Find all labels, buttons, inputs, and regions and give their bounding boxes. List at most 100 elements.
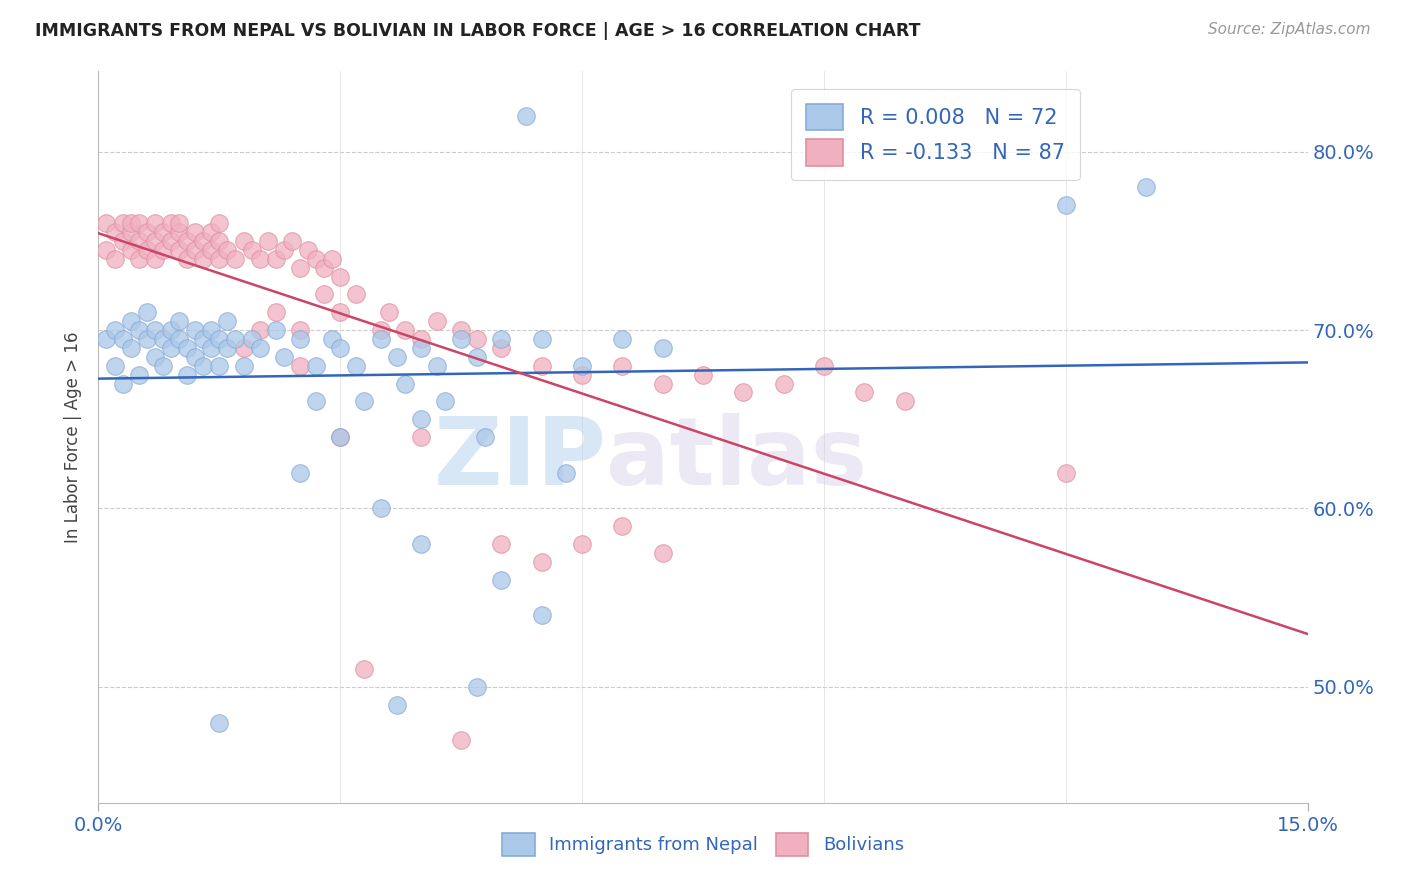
Point [160,341,183,355]
Point [450,332,472,346]
Point [370,323,392,337]
Point [152,225,174,239]
Point [772,376,794,391]
Point [329,430,352,444]
Point [160,323,183,337]
Point [321,332,343,346]
Point [651,341,673,355]
Point [370,501,392,516]
Point [152,243,174,257]
Point [208,359,231,373]
Point [167,225,190,239]
Point [176,234,198,248]
Point [329,269,352,284]
Point [96,332,118,346]
Point [184,225,207,239]
Point [409,332,432,346]
Point [288,332,311,346]
Point [394,376,416,391]
Point [184,350,207,364]
Point [135,305,157,319]
Point [103,225,125,239]
Point [217,341,239,355]
Point [409,537,432,551]
Point [530,359,553,373]
Point [111,376,134,391]
Point [256,234,278,248]
Point [143,323,166,337]
Point [193,234,215,248]
Point [217,314,239,328]
Point [288,466,311,480]
Point [120,341,142,355]
Point [651,546,673,560]
Point [240,243,263,257]
Point [450,733,472,747]
Point [160,216,183,230]
Point [111,332,134,346]
Point [288,359,311,373]
Point [465,332,488,346]
Point [571,537,593,551]
Y-axis label: In Labor Force | Age > 16: In Labor Force | Age > 16 [65,331,83,543]
Point [193,252,215,266]
Point [103,323,125,337]
Point [491,341,513,355]
Point [370,332,392,346]
Point [344,287,367,301]
Point [491,537,513,551]
Point [249,252,271,266]
Point [264,305,287,319]
Point [143,216,166,230]
Point [232,359,254,373]
Point [530,332,553,346]
Point [167,243,190,257]
Point [1054,466,1077,480]
Point [184,323,207,337]
Point [193,359,215,373]
Point [491,573,513,587]
Point [612,359,634,373]
Point [200,341,222,355]
Point [167,332,190,346]
Point [232,234,254,248]
Point [103,252,125,266]
Point [208,216,231,230]
Point [465,350,488,364]
Point [120,225,142,239]
Point [394,323,416,337]
Point [143,350,166,364]
Point [612,332,634,346]
Point [240,332,263,346]
Point [249,323,271,337]
Point [96,216,118,230]
Text: Source: ZipAtlas.com: Source: ZipAtlas.com [1208,22,1371,37]
Point [217,243,239,257]
Point [314,287,336,301]
Point [612,519,634,533]
Point [692,368,714,382]
Point [200,225,222,239]
Point [128,368,150,382]
Point [208,234,231,248]
Point [224,332,246,346]
Point [193,332,215,346]
Point [264,252,287,266]
Point [353,394,375,409]
Point [152,332,174,346]
Point [329,341,352,355]
Point [224,252,246,266]
Point [160,234,183,248]
Point [135,225,157,239]
Text: IMMIGRANTS FROM NEPAL VS BOLIVIAN IN LABOR FORCE | AGE > 16 CORRELATION CHART: IMMIGRANTS FROM NEPAL VS BOLIVIAN IN LAB… [35,22,921,40]
Point [176,368,198,382]
Point [111,216,134,230]
Point [353,662,375,676]
Point [305,252,328,266]
Point [571,359,593,373]
Point [120,216,142,230]
Point [571,368,593,382]
Point [321,252,343,266]
Point [128,216,150,230]
Point [273,243,295,257]
